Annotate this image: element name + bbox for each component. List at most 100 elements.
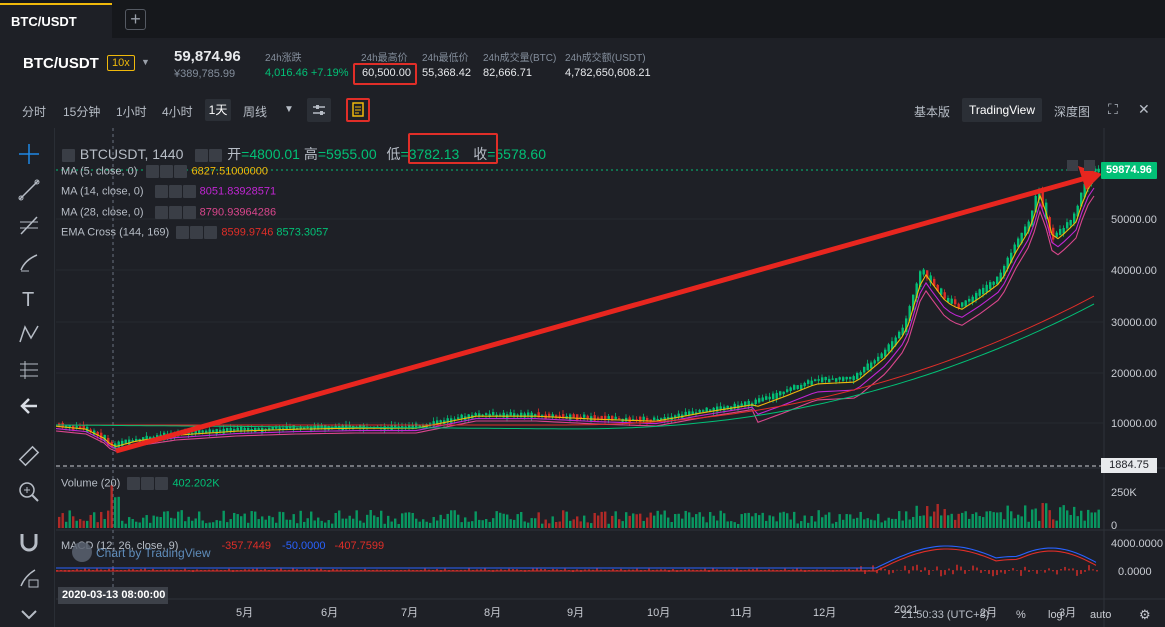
- volume-bar: [474, 511, 477, 528]
- chart-area[interactable]: BTCUSDT, 1440 开=4800.01 高=5955.00 低=3782…: [56, 128, 1165, 627]
- candle: [1017, 238, 1020, 248]
- macd-histogram-bar: [932, 570, 934, 571]
- eye-icon[interactable]: [154, 206, 168, 219]
- volume-bar: [978, 516, 981, 528]
- volume-bar: [124, 523, 127, 528]
- volume-bar: [726, 521, 729, 528]
- gear-icon[interactable]: [168, 185, 182, 198]
- close-icon[interactable]: [155, 477, 169, 490]
- percent-toggle[interactable]: %: [1016, 609, 1026, 621]
- tab-btc-usdt[interactable]: BTC/USDT: [0, 3, 112, 38]
- price-chart-canvas[interactable]: [56, 128, 1165, 627]
- candle: [492, 412, 495, 416]
- macd-histogram-bar: [884, 568, 886, 571]
- candle: [961, 302, 964, 307]
- volume-bar: [618, 519, 621, 528]
- view-depth[interactable]: 深度图: [1054, 105, 1091, 119]
- trend-line-icon[interactable]: [17, 178, 41, 202]
- magnet-icon[interactable]: [17, 530, 41, 554]
- chevron-down-icon[interactable]: ▼: [284, 104, 294, 115]
- macd-histogram-bar: [516, 569, 518, 571]
- close-icon[interactable]: [182, 206, 196, 219]
- view-basic[interactable]: 基本版: [914, 105, 951, 119]
- macd-histogram-bar: [284, 569, 286, 571]
- gear-icon[interactable]: ⚙: [1139, 607, 1151, 622]
- candle: [530, 412, 533, 418]
- macd-histogram-bar: [468, 568, 470, 571]
- pair-name[interactable]: BTC/USDT: [23, 55, 99, 72]
- candle: [208, 429, 211, 434]
- ticker-header: BTC/USDT 10x ▼ 59,874.96 ¥389,785.99 24h…: [0, 38, 1165, 90]
- close-icon[interactable]: ✕: [1138, 101, 1150, 117]
- macd-histogram-bar: [256, 568, 258, 571]
- add-tab-button[interactable]: +: [125, 9, 146, 30]
- close-icon[interactable]: [182, 185, 196, 198]
- eye-icon[interactable]: [154, 185, 168, 198]
- back-arrow-icon[interactable]: [17, 394, 41, 418]
- volume-bar: [61, 513, 64, 528]
- candle: [488, 413, 491, 417]
- interval-1d[interactable]: 1天: [205, 99, 231, 121]
- ruler-icon[interactable]: [17, 444, 41, 468]
- candle: [744, 401, 747, 407]
- close-icon[interactable]: [174, 165, 188, 178]
- eye-icon[interactable]: [146, 165, 160, 178]
- candle: [348, 424, 351, 428]
- eye-icon[interactable]: [176, 226, 190, 239]
- chart-toolbar: 分时 15分钟 1小时 4小时 1天 周线 ▼ 基本版 TradingView …: [0, 90, 1165, 128]
- log-toggle[interactable]: log: [1048, 609, 1063, 621]
- candle: [992, 281, 995, 285]
- macd-histogram-bar: [960, 566, 962, 571]
- document-icon[interactable]: [346, 98, 370, 122]
- candle: [219, 429, 222, 432]
- chevron-down-icon[interactable]: ▼: [141, 57, 150, 67]
- tradingview-watermark[interactable]: Chart by TradingView: [72, 542, 211, 562]
- volume-bar: [992, 512, 995, 528]
- candle: [709, 409, 712, 412]
- volume-bar: [285, 519, 288, 528]
- volume-bar: [443, 519, 446, 528]
- indicator-settings-icon[interactable]: [307, 98, 331, 122]
- interval-1h[interactable]: 1小时: [116, 105, 147, 119]
- candle: [761, 397, 764, 402]
- macd-histogram-bar: [460, 569, 462, 571]
- hide-drawings-icon[interactable]: [17, 602, 41, 626]
- candle: [327, 426, 330, 430]
- eye-icon[interactable]: [127, 477, 141, 490]
- view-tradingview[interactable]: TradingView: [962, 98, 1042, 122]
- interval-15m[interactable]: 15分钟: [63, 105, 101, 119]
- interval-4h[interactable]: 4小时: [162, 105, 193, 119]
- gear-icon[interactable]: [209, 148, 223, 162]
- interval-week[interactable]: 周线: [243, 105, 268, 119]
- volume-bar: [796, 523, 799, 528]
- lock-drawing-icon[interactable]: [17, 566, 41, 590]
- fullscreen-icon[interactable]: ⛶: [1108, 101, 1118, 117]
- eye-icon[interactable]: [195, 148, 209, 162]
- crosshair-icon[interactable]: [17, 142, 41, 166]
- collapse-icon[interactable]: [62, 148, 75, 162]
- interval-time[interactable]: 分时: [22, 105, 47, 119]
- macd-histogram-bar: [208, 569, 210, 571]
- pattern-icon[interactable]: [17, 322, 41, 346]
- candle: [667, 417, 670, 420]
- volume-bar: [828, 512, 831, 528]
- auto-toggle[interactable]: auto: [1090, 609, 1112, 621]
- candle: [96, 431, 99, 436]
- zoom-in-icon[interactable]: [17, 480, 41, 504]
- macd-histogram-bar: [1088, 565, 1090, 571]
- gear-icon[interactable]: [141, 477, 155, 490]
- fib-tool-icon[interactable]: [17, 214, 41, 238]
- gear-icon[interactable]: [168, 206, 182, 219]
- macd-histogram-bar: [532, 568, 534, 571]
- gear-icon[interactable]: [160, 165, 174, 178]
- volume-bar: [782, 511, 785, 528]
- gear-icon[interactable]: [190, 226, 204, 239]
- text-tool-icon[interactable]: T: [17, 286, 41, 310]
- leverage-badge[interactable]: 10x: [107, 55, 135, 71]
- close-icon[interactable]: [204, 226, 218, 239]
- stat-label-low: 24h最低价: [422, 53, 469, 64]
- prediction-icon[interactable]: [17, 358, 41, 382]
- brush-icon[interactable]: [17, 250, 41, 274]
- candle: [1024, 226, 1027, 236]
- volume-bar: [278, 511, 281, 528]
